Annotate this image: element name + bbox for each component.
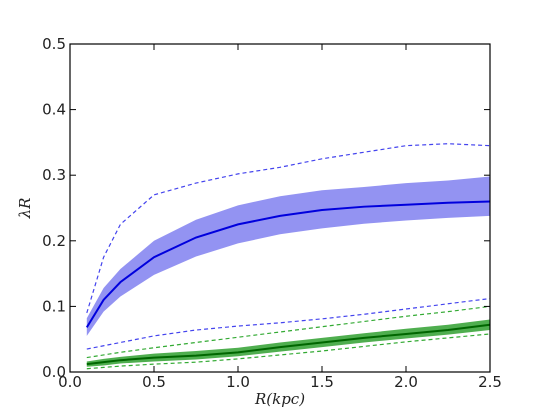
series-lines — [85, 143, 491, 370]
x-tick-label: 2.0 — [394, 373, 418, 391]
y-tick-label: 0.2 — [42, 232, 66, 250]
series-0-band — [86, 176, 491, 336]
x-tick-label: 1.0 — [226, 373, 250, 391]
x-tick-label: 2.5 — [478, 373, 502, 391]
axis-ticks: 0.0 0.5 1.0 1.5 2.0 2.5 0.0 0.1 0.2 0.3 0.4 0.5 — [42, 35, 502, 391]
shaded-bands — [86, 176, 491, 367]
series-5-line — [86, 333, 491, 370]
x-tick-label: 0.5 — [142, 373, 166, 391]
x-tick-label: 0.0 — [58, 373, 82, 391]
series-1-line — [86, 143, 491, 314]
series-3-band — [86, 319, 491, 367]
y-tick-label: 0.0 — [42, 363, 66, 381]
series-2-line — [86, 297, 491, 350]
series-3-line — [86, 323, 491, 366]
y-axis-label: λR — [16, 198, 34, 220]
y-tick-label: 0.4 — [42, 101, 66, 119]
y-tick-label: 0.3 — [42, 166, 66, 184]
x-axis-label: R(kpc) — [254, 390, 305, 408]
series-0-line — [85, 200, 491, 328]
series-4-line — [86, 305, 491, 359]
x-tick-label: 1.5 — [310, 373, 334, 391]
axes-frame — [69, 43, 491, 373]
y-tick-label: 0.5 — [42, 35, 66, 53]
y-tick-label: 0.1 — [42, 297, 66, 315]
